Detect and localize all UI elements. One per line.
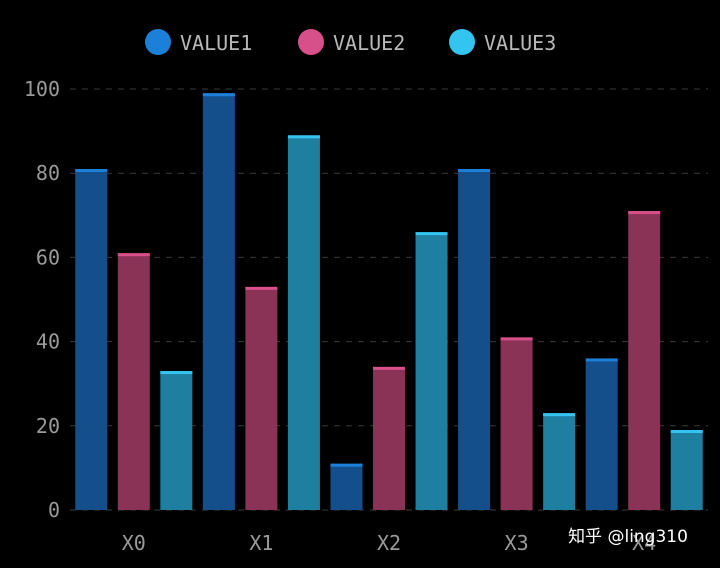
watermark: 知乎 @ling310 [568, 527, 688, 547]
bar-body [75, 168, 108, 511]
bar-cap [330, 463, 363, 467]
y-axis-ticks: 0 20 40 60 80 100 [24, 77, 60, 522]
y-tick-label: 20 [36, 414, 60, 438]
bar-body [458, 168, 491, 511]
bar-cap [543, 413, 576, 417]
x-tick-label: X0 [122, 531, 146, 555]
bar-body [628, 211, 661, 510]
y-tick-label: 40 [36, 330, 60, 354]
bar-body [415, 232, 448, 510]
bar[interactable] [458, 168, 491, 511]
bar[interactable] [500, 337, 533, 510]
bar[interactable] [543, 413, 576, 510]
bar-cap [75, 168, 108, 172]
x-tick-label: X4 [632, 531, 656, 555]
bar[interactable] [117, 253, 150, 510]
bar[interactable] [287, 135, 320, 510]
legend-swatch [145, 29, 171, 55]
bar-cap [585, 358, 618, 362]
bar-body [670, 430, 703, 510]
bar-body [373, 366, 405, 510]
x-axis-ticks: X0 X1 X2 X3 X4 [122, 531, 656, 555]
legend-label: VALUE1 [180, 31, 252, 55]
bar[interactable] [330, 463, 363, 510]
bar[interactable] [245, 286, 278, 510]
legend-swatch [449, 29, 475, 55]
legend-item[interactable]: VALUE1 [145, 29, 252, 55]
bar-body [330, 463, 363, 510]
bar-body [500, 337, 533, 510]
bar-cap [287, 135, 320, 139]
bar-body [202, 93, 235, 511]
bar[interactable] [160, 371, 193, 510]
bar-cap [202, 93, 235, 97]
bar[interactable] [202, 93, 235, 511]
bar-cap [373, 366, 405, 370]
bar-cap [500, 337, 533, 341]
x-tick-label: X1 [249, 531, 273, 555]
bar[interactable] [415, 232, 448, 510]
legend-item[interactable]: VALUE2 [298, 29, 405, 55]
bar-cap [245, 286, 278, 290]
bar[interactable] [585, 358, 618, 510]
bar[interactable] [373, 366, 405, 510]
bar-cap [458, 168, 491, 172]
bar-body [160, 371, 193, 510]
bar[interactable] [628, 211, 661, 510]
bar-body [585, 358, 618, 510]
legend-label: VALUE3 [484, 31, 556, 55]
bar[interactable] [75, 168, 108, 511]
bar-cap [628, 211, 661, 215]
bar-body [287, 135, 320, 510]
y-tick-label: 60 [36, 245, 60, 269]
legend-label: VALUE2 [333, 31, 405, 55]
legend-swatch [298, 29, 324, 55]
legend-item[interactable]: VALUE3 [449, 29, 556, 55]
bar-body [543, 413, 576, 510]
bars [75, 93, 703, 511]
x-tick-label: X3 [505, 531, 529, 555]
legend[interactable]: VALUE1 VALUE2 VALUE3 [145, 29, 556, 55]
bar-cap [160, 371, 193, 375]
bar-cap [415, 232, 448, 236]
bar[interactable] [670, 430, 703, 510]
bar-body [245, 286, 278, 510]
bar-cap [670, 430, 703, 434]
bar-cap [117, 253, 150, 257]
y-tick-label: 80 [36, 161, 60, 185]
x-tick-label: X2 [377, 531, 401, 555]
y-tick-label: 0 [48, 498, 60, 522]
y-tick-label: 100 [24, 77, 60, 101]
bar-body [117, 253, 150, 510]
